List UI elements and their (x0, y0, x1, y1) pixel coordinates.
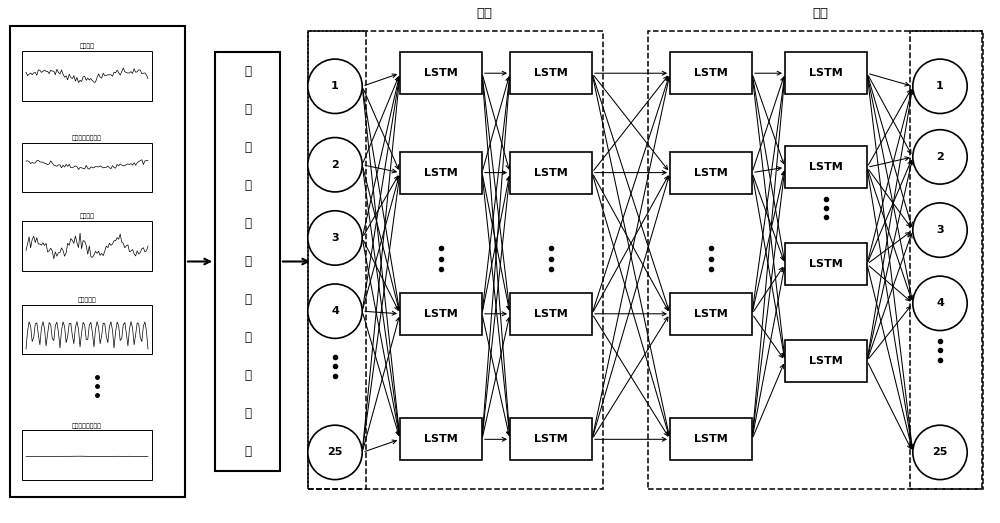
FancyBboxPatch shape (22, 51, 152, 100)
Text: LSTM: LSTM (424, 309, 458, 319)
Text: 3: 3 (936, 225, 944, 235)
FancyBboxPatch shape (670, 293, 752, 335)
Text: LSTM: LSTM (809, 68, 843, 78)
FancyBboxPatch shape (22, 221, 152, 271)
Text: LSTM: LSTM (694, 434, 728, 445)
Text: LSTM: LSTM (809, 259, 843, 269)
Text: 指: 指 (244, 65, 251, 78)
FancyBboxPatch shape (670, 418, 752, 460)
Text: 25: 25 (932, 447, 948, 458)
FancyBboxPatch shape (670, 52, 752, 94)
Text: LSTM: LSTM (534, 167, 568, 178)
Text: 25: 25 (327, 447, 343, 458)
FancyBboxPatch shape (215, 52, 280, 471)
FancyBboxPatch shape (510, 152, 592, 194)
Text: 4: 4 (331, 306, 339, 316)
Text: 均: 均 (244, 331, 251, 344)
Text: 加: 加 (244, 141, 251, 154)
Text: LSTM: LSTM (694, 68, 728, 78)
Ellipse shape (913, 203, 967, 257)
FancyBboxPatch shape (510, 293, 592, 335)
Text: LSTM: LSTM (694, 309, 728, 319)
Text: 解码: 解码 (812, 7, 828, 19)
Text: 齿轮箱前轴承温度: 齿轮箱前轴承温度 (72, 423, 102, 429)
Text: LSTM: LSTM (534, 68, 568, 78)
FancyBboxPatch shape (510, 52, 592, 94)
FancyBboxPatch shape (22, 142, 152, 192)
Ellipse shape (308, 425, 362, 480)
Text: 1: 1 (331, 81, 339, 92)
FancyBboxPatch shape (785, 52, 867, 94)
Text: 理: 理 (244, 445, 251, 458)
Text: 权: 权 (244, 179, 251, 192)
Text: LSTM: LSTM (424, 167, 458, 178)
Text: 3: 3 (331, 233, 339, 243)
FancyBboxPatch shape (400, 418, 482, 460)
FancyBboxPatch shape (785, 146, 867, 188)
FancyBboxPatch shape (510, 418, 592, 460)
Text: LSTM: LSTM (424, 68, 458, 78)
Ellipse shape (308, 59, 362, 113)
Ellipse shape (308, 211, 362, 265)
FancyBboxPatch shape (400, 152, 482, 194)
Text: LSTM: LSTM (534, 434, 568, 445)
Text: 値: 値 (244, 369, 251, 382)
Text: LSTM: LSTM (534, 309, 568, 319)
FancyBboxPatch shape (785, 243, 867, 285)
Text: 齿轮油温: 齿轮油温 (80, 44, 94, 50)
Text: LSTM: LSTM (694, 167, 728, 178)
Ellipse shape (913, 276, 967, 331)
Text: 编码: 编码 (476, 7, 492, 19)
FancyBboxPatch shape (400, 293, 482, 335)
FancyBboxPatch shape (670, 152, 752, 194)
Text: 2: 2 (331, 160, 339, 170)
Ellipse shape (308, 284, 362, 338)
FancyBboxPatch shape (400, 52, 482, 94)
Text: 平: 平 (244, 293, 251, 306)
Text: 4: 4 (936, 298, 944, 309)
FancyBboxPatch shape (10, 26, 185, 497)
FancyBboxPatch shape (22, 304, 152, 355)
Text: LSTM: LSTM (809, 162, 843, 173)
Text: 动: 动 (244, 255, 251, 268)
Text: 环境温度: 环境温度 (80, 214, 94, 220)
Text: 数: 数 (244, 103, 251, 116)
Text: LSTM: LSTM (424, 434, 458, 445)
FancyBboxPatch shape (785, 340, 867, 382)
Text: 2: 2 (936, 152, 944, 162)
FancyBboxPatch shape (22, 430, 152, 480)
Text: 发电机前轴承温度: 发电机前轴承温度 (72, 135, 102, 141)
Text: LSTM: LSTM (809, 356, 843, 366)
Text: 1: 1 (936, 81, 944, 92)
Ellipse shape (308, 138, 362, 192)
Ellipse shape (913, 130, 967, 184)
Ellipse shape (913, 425, 967, 480)
Text: 处: 处 (244, 407, 251, 420)
Ellipse shape (913, 59, 967, 113)
Text: 发电机转速: 发电机转速 (78, 298, 96, 303)
Text: 移: 移 (244, 217, 251, 230)
